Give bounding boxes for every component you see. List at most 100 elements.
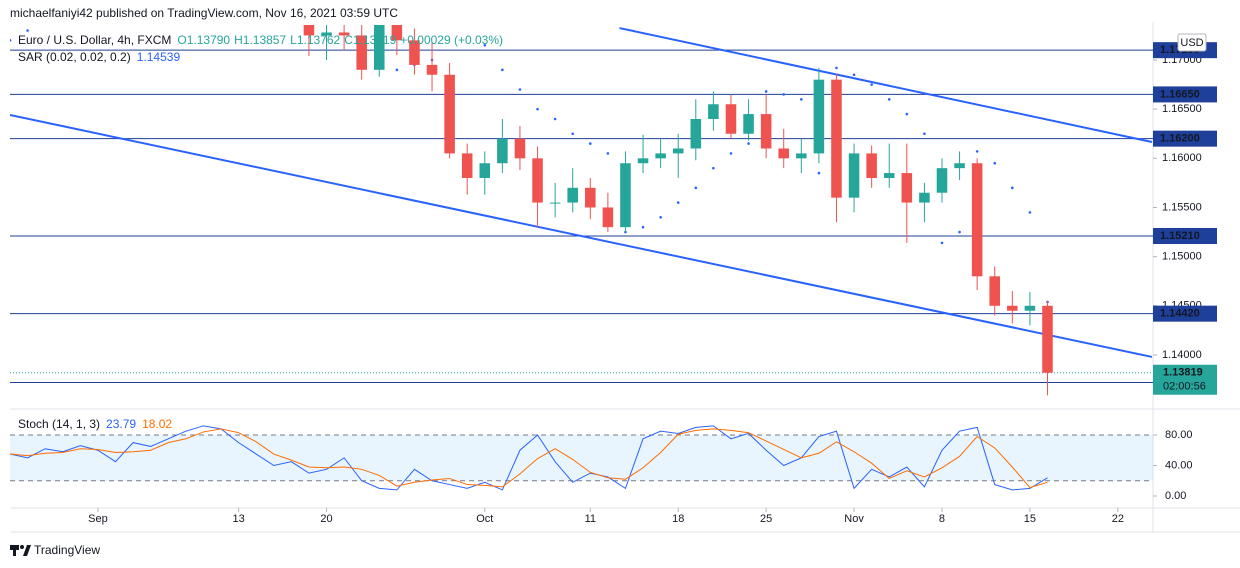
publisher: michaelfaniyi42 published on TradingView… (10, 6, 398, 20)
stoch-line (10, 425, 1048, 491)
x-tick-label: 20 (320, 513, 332, 525)
candle-body (1024, 305, 1036, 311)
sar-dot (712, 166, 715, 170)
sar-legend: SAR (0.02, 0.02, 0.2) 1.14539 (18, 50, 180, 64)
x-tick-label: 11 (585, 513, 596, 525)
candle-body (497, 138, 508, 164)
sar-dot (483, 43, 487, 47)
countdown: 02:00:56 (1163, 381, 1206, 393)
sar-dot (588, 142, 592, 145)
axes: Sep 13 20 Oct 11 18 25 Nov 8 15 221.170001.165001.… (88, 42, 1217, 525)
trend-line (10, 113, 1153, 358)
x-tick-label: 18 (672, 513, 684, 525)
price-pane (10, 0, 1153, 396)
footer: TradingView (34, 543, 100, 557)
candle-body (989, 276, 1001, 306)
sar-dot (835, 66, 838, 70)
candle-body (338, 32, 350, 36)
sar-dot (940, 241, 944, 245)
candle-body (549, 202, 561, 204)
sar-dot (571, 132, 575, 136)
sar-dot (448, 0, 451, 2)
candle-body (374, 25, 385, 70)
y-tick-label: 1.15000 (1162, 251, 1202, 263)
candle-body (778, 148, 789, 159)
level-label: 1.15210 (1160, 230, 1200, 242)
level-badge (1153, 130, 1217, 147)
candle-body (1042, 305, 1053, 373)
sar-dot (536, 107, 539, 111)
candle-body (954, 163, 965, 169)
currency-box[interactable] (1177, 33, 1207, 52)
sar-dot (958, 230, 961, 234)
sar-dot (764, 90, 768, 93)
stoch-title: Stoch (14, 1, 3) (18, 417, 100, 431)
stoch-y-tick-label: 80.00 (1165, 429, 1193, 441)
candle-body (514, 138, 526, 159)
stoch-line (10, 428, 1048, 489)
stoch-y-tick-label: 0.00 (1165, 490, 1186, 502)
currency[interactable]: USD (1180, 37, 1203, 49)
stoch-legend: Stoch (14, 1, 3) 23.79 18.02 (18, 417, 172, 431)
stoch-k-value: 23.79 (106, 417, 136, 431)
candle-body (672, 148, 684, 154)
sar-dot (782, 93, 786, 96)
symbol: Euro / U.S. Dollar, 4h, FXCM (18, 33, 171, 47)
x-tick-label: 8 (939, 513, 945, 525)
x-tick-label: Oct (476, 513, 493, 525)
candle-body (409, 40, 420, 65)
candle-body (40, 0, 51, 6)
ohlc-value: C1.13819 (344, 33, 396, 47)
level-badge (1153, 86, 1217, 103)
candle-body (690, 118, 702, 149)
candle-body (831, 79, 842, 198)
ohlc-value: O1.13790 (177, 33, 230, 47)
sar-dot (887, 98, 891, 101)
candle-body (602, 207, 614, 228)
stoch-band (10, 434, 1153, 481)
candle-body (655, 153, 666, 159)
sar-dot (1028, 211, 1032, 214)
x-tick-label: 22 (1112, 513, 1124, 525)
x-tick-label: 15 (1024, 513, 1036, 525)
sar-dot (993, 161, 997, 165)
sar-dot (26, 29, 29, 32)
candle-body (479, 163, 491, 178)
y-tick-label: 1.15500 (1162, 201, 1202, 213)
sar-dot (975, 150, 979, 153)
level-label: 1.16650 (1160, 88, 1200, 100)
candle-body (1007, 305, 1018, 311)
candle-body (637, 158, 649, 164)
x-tick-label: Nov (844, 513, 864, 525)
candle-body (901, 173, 913, 203)
symbol-legend: Euro / U.S. Dollar, 4h, FXCM O1.13790 H1.1… (18, 33, 503, 47)
candle-body (760, 114, 772, 149)
candle-body (391, 25, 403, 41)
ohlc-value: +0.00029 (+0.03%) (400, 33, 503, 47)
candle-body (22, 0, 33, 6)
candle-body (813, 79, 825, 154)
candle-body (532, 158, 543, 203)
x-tick-label: 25 (760, 513, 772, 525)
sar-dot (395, 68, 399, 72)
sar-dot (10, 39, 12, 42)
sar-dot (641, 225, 645, 229)
y-tick-label: 1.14000 (1162, 349, 1202, 361)
candle-body (585, 187, 596, 208)
candle-body (725, 104, 737, 134)
sar-dot (870, 83, 873, 86)
trend-line (619, 27, 1153, 143)
candle-body (971, 163, 983, 277)
ohlc-value: H1.13857 (234, 33, 286, 47)
y-tick-label: 1.16000 (1162, 152, 1202, 164)
candle-body (796, 153, 807, 159)
sar-dot (606, 152, 610, 155)
candle-body (620, 163, 631, 228)
candle-body (444, 74, 455, 154)
x-tick-label: Sep (88, 513, 108, 525)
sar-dot (676, 201, 680, 204)
sar-value: 1.14539 (137, 50, 181, 64)
candle-body (936, 168, 948, 193)
candle-body (426, 64, 438, 75)
